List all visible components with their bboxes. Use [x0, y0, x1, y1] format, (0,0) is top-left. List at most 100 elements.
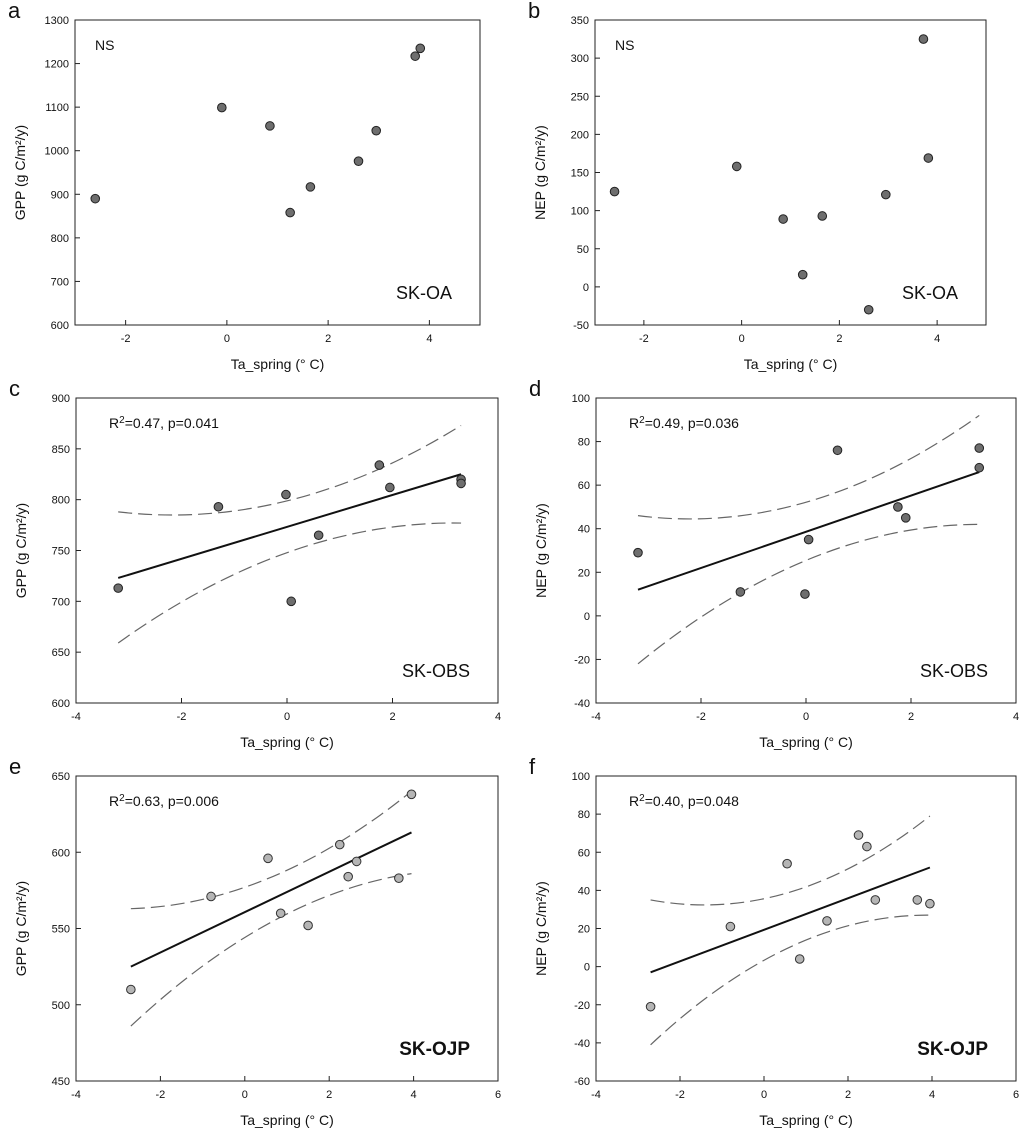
x-tick-label: 2: [908, 711, 914, 723]
confidence-band-upper: [637, 414, 980, 520]
data-point: [923, 153, 934, 163]
panel-letter: b: [528, 0, 540, 23]
x-axis-label: Ta_spring (° C): [759, 1112, 853, 1128]
data-point: [415, 43, 426, 54]
data-point: [862, 841, 872, 852]
data-point: [305, 182, 316, 192]
y-tick-label: 0: [584, 611, 590, 623]
regression-line: [650, 866, 931, 974]
y-tick-label: 600: [51, 320, 69, 332]
x-tick-label: -2: [639, 333, 649, 345]
y-tick-label: 100: [572, 771, 590, 783]
y-tick-label: 60: [578, 847, 590, 859]
y-tick-label: 550: [52, 924, 70, 936]
x-tick-label: 4: [934, 333, 940, 345]
x-tick-label: -4: [71, 1089, 81, 1101]
y-tick-label: 700: [52, 596, 70, 608]
site-label: SK-OA: [902, 283, 958, 303]
x-axis-label: Ta_spring (° C): [240, 1112, 334, 1128]
data-point: [800, 589, 810, 599]
y-tick-label: 800: [52, 495, 70, 507]
regression-line: [637, 471, 980, 591]
data-point: [394, 873, 404, 883]
data-point: [782, 858, 792, 869]
y-tick-label: 900: [51, 189, 69, 201]
y-tick-label: 850: [52, 444, 70, 456]
site-label: SK-OBS: [920, 661, 988, 681]
y-tick-label: 100: [571, 206, 589, 218]
x-tick-label: -2: [696, 711, 706, 723]
y-tick-label: 60: [578, 480, 590, 492]
x-tick-label: -4: [591, 1089, 601, 1101]
data-point: [735, 587, 746, 597]
data-point: [881, 189, 891, 200]
y-tick-label: -40: [574, 1038, 590, 1050]
data-point: [90, 193, 101, 204]
y-axis-label: NEP (g C/m²/y): [533, 503, 549, 598]
y-tick-label: 450: [52, 1076, 70, 1088]
panel-b: -50 0 50 100 150 200 250 300 350 -2 0 2 4 Ta_spring (…: [528, 0, 987, 372]
panel-c: 600 650 700 750 800 850 900 -4 -2 0 2 4 Ta_spring (°…: [9, 376, 501, 750]
y-tick-label: -60: [574, 1076, 590, 1088]
regression-line: [130, 831, 412, 968]
y-tick-label: 1100: [45, 102, 69, 114]
y-tick-label: 200: [571, 129, 589, 141]
data-point: [633, 547, 643, 558]
y-tick-label: 800: [51, 233, 69, 245]
data-point: [853, 830, 864, 840]
data-point: [374, 460, 385, 470]
data-point: [803, 534, 814, 545]
data-point: [797, 269, 808, 280]
data-point: [870, 895, 881, 905]
y-axis-label: NEP (g C/m²/y): [533, 881, 549, 976]
stats-annotation: NS: [615, 37, 634, 53]
confidence-band-lower: [650, 914, 930, 1046]
data-point: [832, 445, 843, 456]
y-tick-label: 700: [51, 276, 69, 288]
data-point: [456, 478, 466, 489]
x-axis-label: Ta_spring (° C): [240, 734, 334, 750]
y-tick-label: 650: [52, 771, 70, 783]
stats-annotation: R2=0.63, p=0.006: [109, 793, 219, 810]
data-point: [275, 908, 286, 919]
data-point: [794, 954, 805, 964]
y-tick-label: 0: [583, 282, 589, 294]
data-point: [817, 211, 828, 221]
x-tick-label: 2: [326, 1089, 332, 1101]
stats-annotation: R2=0.47, p=0.041: [109, 415, 219, 432]
y-tick-label: 80: [578, 437, 590, 449]
data-point: [313, 530, 324, 541]
data-point: [974, 443, 985, 453]
panel-letter: a: [8, 0, 21, 23]
data-point: [918, 34, 929, 44]
panel-letter: d: [529, 376, 541, 401]
data-point: [609, 186, 620, 197]
y-tick-label: 40: [578, 524, 590, 536]
x-tick-label: 0: [739, 333, 745, 345]
y-axis-label: GPP (g C/m²/y): [12, 125, 28, 220]
y-tick-label: 20: [578, 567, 590, 579]
plot-frame: [75, 775, 499, 1082]
data-point: [303, 920, 313, 931]
x-tick-label: 2: [325, 333, 331, 345]
y-tick-label: 600: [52, 847, 70, 859]
y-tick-label: 40: [578, 885, 590, 897]
data-point: [126, 984, 136, 995]
site-label: SK-OJP: [399, 1039, 470, 1060]
site-label: SK-OA: [396, 283, 452, 303]
x-tick-label: 4: [411, 1089, 417, 1101]
y-tick-label: -20: [574, 1000, 590, 1012]
y-tick-label: 20: [578, 924, 590, 936]
data-point: [351, 856, 362, 867]
data-point: [217, 102, 227, 113]
confidence-band-upper: [650, 815, 931, 906]
data-point: [265, 121, 275, 131]
panel-e: 450 500 550 600 650 -4 -2 0 2 4 6 Ta_spring (° C) GP…: [9, 754, 501, 1128]
x-tick-label: 4: [426, 333, 432, 345]
data-point: [900, 513, 911, 523]
data-point: [645, 1001, 656, 1012]
site-label: SK-OJP: [917, 1039, 988, 1060]
y-tick-label: -50: [573, 320, 589, 332]
